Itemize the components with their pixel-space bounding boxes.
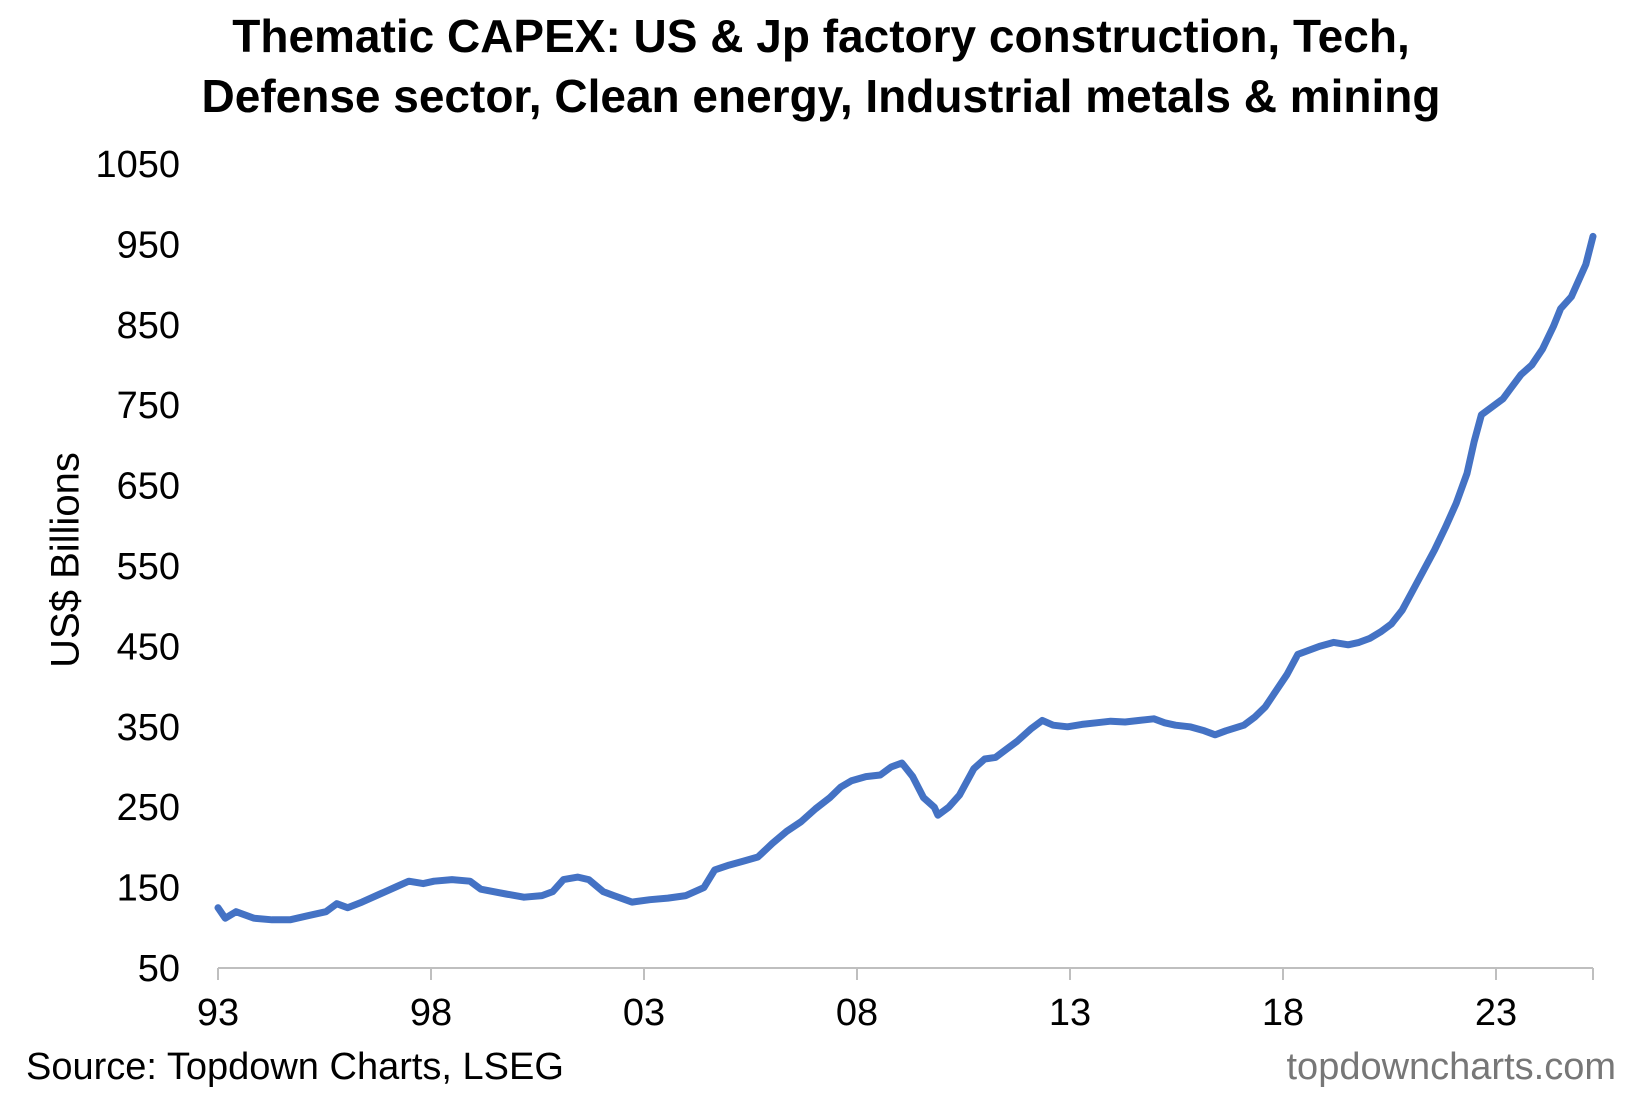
- y-tick-label: 50: [138, 948, 180, 990]
- y-tick-label: 750: [117, 385, 180, 427]
- x-tick-label: 18: [1262, 992, 1304, 1034]
- y-tick-label: 550: [117, 546, 180, 588]
- x-axis: 93 98 03 08 13 18 23: [197, 967, 1594, 1034]
- x-tick-label: 98: [410, 992, 452, 1034]
- x-tick-label: 93: [197, 992, 239, 1034]
- x-tick-label: 03: [623, 992, 665, 1034]
- y-tick-label: 450: [117, 626, 180, 668]
- y-tick-label: 850: [117, 305, 180, 347]
- x-tick-label: 23: [1475, 992, 1517, 1034]
- series-line: [214, 232, 1597, 924]
- y-tick-label: 350: [117, 707, 180, 749]
- series-group: [214, 232, 1597, 924]
- brand-watermark: topdowncharts.com: [1286, 1046, 1617, 1088]
- chart-title-line-1: Thematic CAPEX: US & Jp factory construc…: [232, 10, 1410, 62]
- chart-title-line-2: Defense sector, Clean energy, Industrial…: [201, 70, 1441, 122]
- y-axis-ticks: 50 150 250 350 450 550 650 750 850 950 1050: [95, 144, 180, 990]
- y-tick-label: 950: [117, 224, 180, 266]
- y-tick-label: 1050: [95, 144, 180, 186]
- y-tick-label: 250: [117, 787, 180, 829]
- chart-title: Thematic CAPEX: US & Jp factory construc…: [0, 6, 1642, 126]
- y-tick-label: 150: [117, 868, 180, 910]
- x-tick-label: 13: [1049, 992, 1091, 1034]
- y-tick-label: 650: [117, 466, 180, 508]
- source-note: Source: Topdown Charts, LSEG: [26, 1046, 564, 1088]
- x-tick-label: 08: [836, 992, 878, 1034]
